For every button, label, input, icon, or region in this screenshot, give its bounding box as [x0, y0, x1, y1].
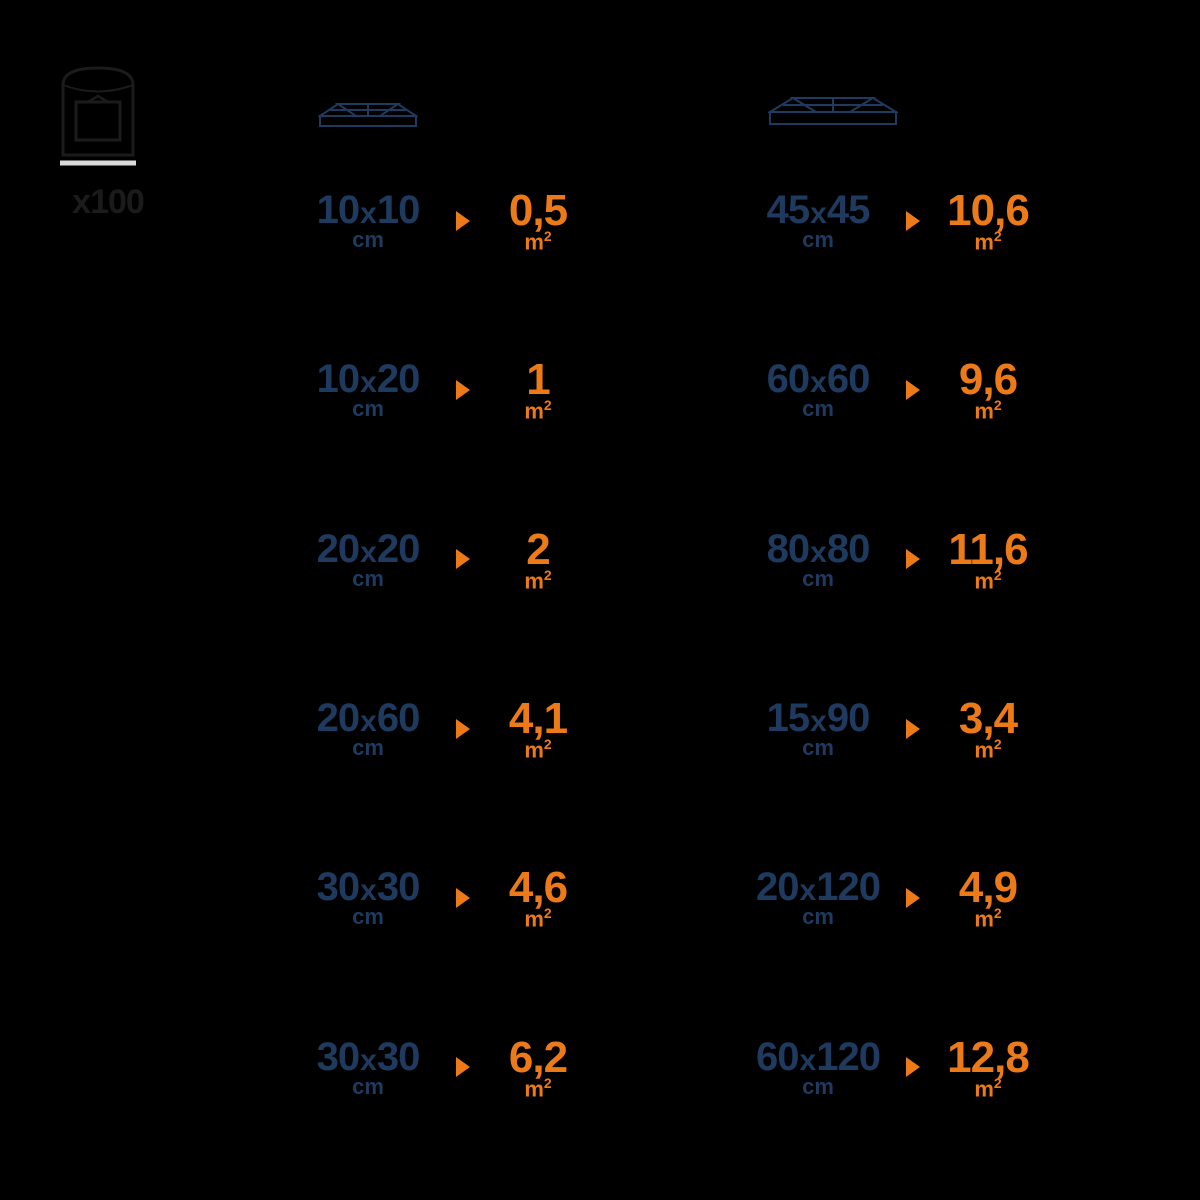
area-cell: 11,6m2	[928, 525, 1048, 594]
arrow-icon	[906, 211, 920, 231]
area-unit: m2	[478, 1075, 598, 1102]
size-unit: cm	[738, 735, 898, 761]
area-unit: m2	[478, 567, 598, 594]
area-unit: m2	[928, 567, 1048, 594]
arrow-cell	[448, 719, 478, 739]
size-unit: cm	[288, 1074, 448, 1100]
spec-row: 10x20cm 1m2	[288, 355, 618, 424]
arrow-icon	[456, 719, 470, 739]
area-unit: m2	[478, 228, 598, 255]
size-unit: cm	[738, 227, 898, 253]
size-cell: 10x20cm	[288, 357, 448, 422]
arrow-icon	[456, 1057, 470, 1077]
size-cell: 10x10cm	[288, 188, 448, 253]
size-cell: 15x90cm	[738, 696, 898, 761]
area-cell: 0,5m2	[478, 186, 598, 255]
area-cell: 3,4m2	[928, 694, 1048, 763]
arrow-cell	[898, 888, 928, 908]
size-unit: cm	[288, 227, 448, 253]
arrow-icon	[456, 211, 470, 231]
area-cell: 6,2m2	[478, 1033, 598, 1102]
tile-icon-small-wrap	[288, 68, 618, 138]
arrow-icon	[456, 888, 470, 908]
tile-icon	[768, 90, 898, 138]
arrow-cell	[448, 211, 478, 231]
spec-row: 30x30cm 4,6m2	[288, 863, 618, 932]
area-unit: m2	[478, 736, 598, 763]
spec-columns: 10x10cm 0,5m2 10x20cm 1m2 20x20cm 2m2 20x60cm 4…	[288, 68, 1068, 1102]
spec-row: 45x45cm 10,6m2	[738, 186, 1068, 255]
size-cell: 30x30cm	[288, 865, 448, 930]
size-cell: 80x80cm	[738, 527, 898, 592]
size-cell: 20x20cm	[288, 527, 448, 592]
quantity-label: x100	[48, 183, 168, 222]
arrow-cell	[448, 549, 478, 569]
spec-row: 15x90cm 3,4m2	[738, 694, 1068, 763]
size-cell: 60x120cm	[738, 1035, 898, 1100]
area-cell: 2m2	[478, 525, 598, 594]
arrow-cell	[448, 888, 478, 908]
size-unit: cm	[738, 396, 898, 422]
arrow-cell	[898, 211, 928, 231]
quantity-block: x100	[48, 60, 168, 222]
spec-row: 60x60cm 9,6m2	[738, 355, 1068, 424]
arrow-icon	[906, 549, 920, 569]
tile-icon-large-wrap	[738, 68, 1068, 138]
arrow-cell	[448, 1057, 478, 1077]
area-cell: 1m2	[478, 355, 598, 424]
size-cell: 20x120cm	[738, 865, 898, 930]
arrow-icon	[456, 380, 470, 400]
size-cell: 30x30cm	[288, 1035, 448, 1100]
arrow-icon	[456, 549, 470, 569]
arrow-cell	[898, 719, 928, 739]
arrow-cell	[898, 380, 928, 400]
area-unit: m2	[928, 905, 1048, 932]
spec-row: 30x30cm 6,2m2	[288, 1033, 618, 1102]
size-unit: cm	[288, 735, 448, 761]
size-cell: 60x60cm	[738, 357, 898, 422]
arrow-cell	[448, 380, 478, 400]
size-cell: 45x45cm	[738, 188, 898, 253]
size-unit: cm	[288, 904, 448, 930]
size-unit: cm	[288, 566, 448, 592]
arrow-icon	[906, 719, 920, 739]
spec-row: 20x120cm 4,9m2	[738, 863, 1068, 932]
can-icon	[48, 60, 148, 170]
area-cell: 4,6m2	[478, 863, 598, 932]
area-cell: 10,6m2	[928, 186, 1048, 255]
arrow-icon	[906, 1057, 920, 1077]
spec-row: 10x10cm 0,5m2	[288, 186, 618, 255]
area-unit: m2	[928, 397, 1048, 424]
spec-row: 60x120cm 12,8m2	[738, 1033, 1068, 1102]
spec-row: 80x80cm 11,6m2	[738, 525, 1068, 594]
spec-row: 20x20cm 2m2	[288, 525, 618, 594]
area-cell: 4,1m2	[478, 694, 598, 763]
area-unit: m2	[478, 905, 598, 932]
area-unit: m2	[928, 1075, 1048, 1102]
spec-column-1: 10x10cm 0,5m2 10x20cm 1m2 20x20cm 2m2 20x60cm 4…	[288, 68, 618, 1102]
size-unit: cm	[738, 566, 898, 592]
arrow-cell	[898, 549, 928, 569]
area-cell: 4,9m2	[928, 863, 1048, 932]
tile-icon	[318, 96, 418, 138]
area-unit: m2	[928, 228, 1048, 255]
spec-column-2: 45x45cm 10,6m2 60x60cm 9,6m2 80x80cm 11,6m2 15…	[738, 68, 1068, 1102]
arrow-icon	[906, 380, 920, 400]
area-cell: 9,6m2	[928, 355, 1048, 424]
area-unit: m2	[478, 397, 598, 424]
area-unit: m2	[928, 736, 1048, 763]
spec-row: 20x60cm 4,1m2	[288, 694, 618, 763]
arrow-icon	[906, 888, 920, 908]
area-cell: 12,8m2	[928, 1033, 1048, 1102]
arrow-cell	[898, 1057, 928, 1077]
size-unit: cm	[288, 396, 448, 422]
size-cell: 20x60cm	[288, 696, 448, 761]
